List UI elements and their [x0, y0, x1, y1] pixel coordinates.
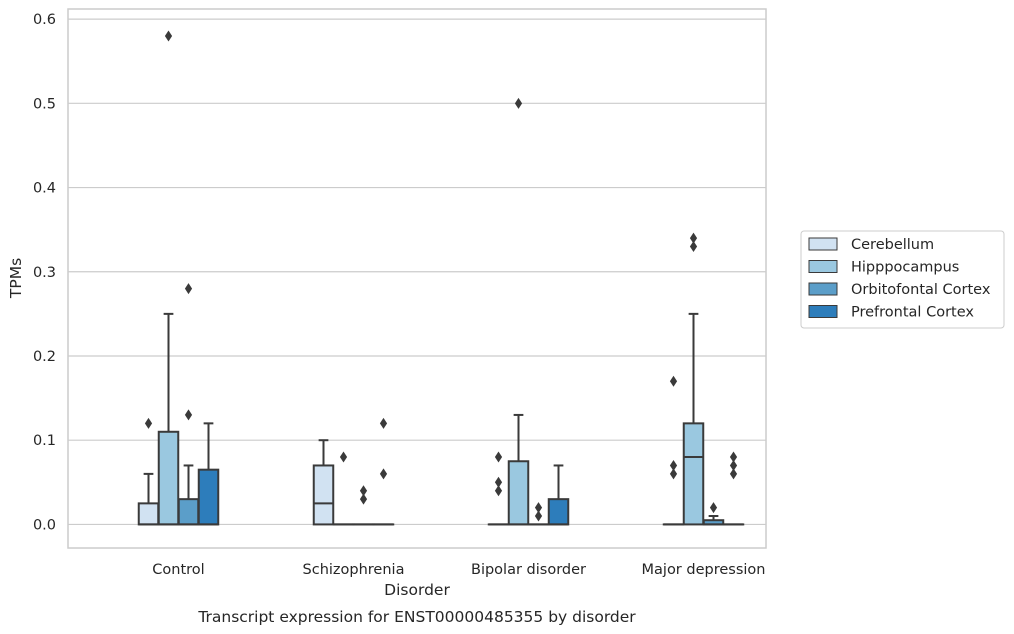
outlier-point	[184, 409, 193, 421]
outlier-point	[669, 459, 678, 471]
legend-swatch	[808, 282, 838, 296]
box-cerebellum-1	[312, 439, 335, 526]
box-body	[507, 460, 530, 526]
outlier-point	[144, 417, 153, 429]
chart-title: Transcript expression for ENST0000048535…	[197, 608, 636, 626]
box-body	[312, 464, 335, 526]
outlier-point	[359, 485, 368, 497]
y-axis-label: TPMs	[7, 258, 25, 299]
y-tick-label: 0.2	[33, 349, 56, 365]
box-body	[197, 468, 220, 526]
box-prefrontal-cortex-3	[722, 451, 745, 526]
box-cerebellum-3	[662, 375, 685, 526]
x-axis-label: Disorder	[384, 581, 450, 599]
box-orbitofontal-cortex-0	[177, 283, 200, 526]
box-body	[682, 422, 705, 526]
y-tick-labels: 0.0 0.1 0.2 0.3 0.4 0.5 0.6	[33, 12, 56, 533]
outlier-point	[729, 459, 738, 471]
outlier-point	[669, 468, 678, 480]
box-body	[157, 430, 180, 526]
legend-swatch	[808, 237, 838, 251]
outlier-point	[689, 232, 698, 244]
outlier-point	[339, 451, 348, 463]
plot-frame	[67, 8, 767, 549]
x-tick-label: Schizophrenia	[303, 562, 405, 578]
outlier-point	[494, 476, 503, 488]
y-tick-label: 0.3	[33, 265, 56, 281]
box-cerebellum-0	[137, 417, 160, 526]
box-orbitofontal-cortex-1	[352, 485, 375, 526]
x-tick-label: Bipolar disorder	[471, 562, 586, 578]
outlier-point	[184, 283, 193, 295]
outlier-point	[164, 30, 173, 42]
legend-label: Orbitofontal Cortex	[851, 282, 991, 298]
outlier-point	[729, 468, 738, 480]
box-hipppocampus-3	[682, 232, 705, 526]
y-tick-label: 0.4	[33, 181, 56, 197]
outlier-point	[669, 375, 678, 387]
outlier-point	[494, 451, 503, 463]
box-prefrontal-cortex-1	[372, 417, 395, 526]
outlier-point	[379, 468, 388, 480]
x-tick-label: Major depression	[642, 562, 766, 578]
outlier-point	[729, 451, 738, 463]
box-hipppocampus-1	[332, 451, 355, 526]
box-body	[177, 498, 200, 526]
legend-swatch	[808, 305, 838, 318]
y-tick-label: 0.5	[33, 96, 56, 112]
box-prefrontal-cortex-2	[547, 464, 570, 526]
box-hipppocampus-2	[507, 97, 530, 526]
box-body	[137, 502, 160, 526]
box-marks	[137, 30, 745, 526]
box-hipppocampus-0	[157, 30, 180, 526]
box-cerebellum-2	[487, 451, 510, 526]
box-body	[547, 498, 570, 526]
outlier-point	[709, 502, 718, 514]
legend: Cerebellum Hipppocampus Orbitofontal Corte…	[800, 230, 1005, 329]
y-tick-label: 0.0	[33, 517, 56, 533]
y-tick-label: 0.6	[33, 12, 56, 28]
box-prefrontal-cortex-0	[197, 422, 220, 526]
legend-label: Cerebellum	[851, 237, 934, 253]
outlier-point	[494, 485, 503, 497]
outlier-point	[379, 417, 388, 429]
outlier-point	[534, 510, 543, 522]
outlier-point	[534, 502, 543, 514]
legend-label: Hipppocampus	[851, 260, 959, 276]
legend-frame	[800, 230, 1005, 329]
outlier-point	[689, 240, 698, 252]
box-orbitofontal-cortex-2	[527, 502, 550, 526]
gridlines	[68, 18, 766, 526]
outlier-point	[514, 97, 523, 109]
outlier-point	[359, 493, 368, 505]
legend-swatch	[808, 260, 838, 273]
legend-label: Prefrontal Cortex	[851, 305, 974, 321]
x-tick-label: Control	[152, 562, 204, 578]
x-tick-labels: Control Schizophrenia Bipolar disorder Majo…	[152, 562, 765, 578]
y-tick-label: 0.1	[33, 433, 56, 449]
box-orbitofontal-cortex-3	[702, 502, 725, 526]
